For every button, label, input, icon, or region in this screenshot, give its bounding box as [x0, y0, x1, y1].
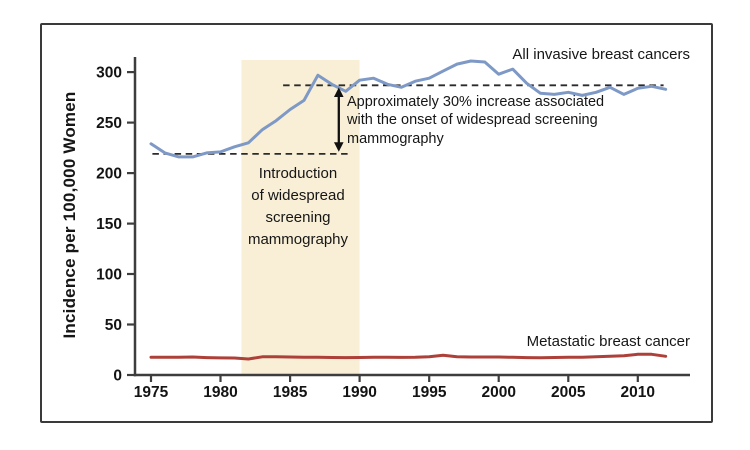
screening-band-label-line-4: mammography: [247, 231, 349, 248]
y-axis-title: Incidence per 100,000 Women: [60, 91, 79, 339]
x-tick-label: 1985: [273, 384, 308, 401]
increase-annotation-line-2: with the onset of widespread screening: [347, 112, 598, 129]
x-tick-label: 2000: [481, 384, 515, 401]
y-tick-label: 300: [96, 65, 122, 82]
y-tick-label: 150: [96, 216, 122, 233]
invasive-cancer-line: [149, 59, 668, 159]
screening-band-label: Introduction of widespread screening mam…: [228, 163, 368, 251]
y-tick-label: 100: [96, 267, 122, 284]
y-tick-label: 50: [105, 317, 122, 334]
y-tick-label: 200: [96, 166, 122, 183]
screening-band-label-line-3: screening: [265, 209, 331, 226]
x-tick-label: 2005: [551, 384, 586, 401]
increase-arrow-head-up: [333, 87, 344, 97]
x-tick-label: 2010: [621, 384, 655, 401]
increase-annotation-line-1: Approximately 30% increase associated: [347, 94, 605, 110]
x-tick-label: 1975: [134, 384, 169, 401]
x-tick-label: 1990: [342, 384, 376, 401]
y-tick-label: 0: [113, 368, 122, 385]
screening-band-label-line-1: Introduction: [258, 165, 338, 182]
y-tick-label: 250: [96, 115, 122, 132]
increase-annotation-line-3: mammography: [347, 130, 444, 147]
increase-annotation: Approximately 30% increase associated wi…: [347, 93, 604, 148]
series-label-metastatic: Metastatic breast cancer: [526, 333, 690, 350]
x-tick-label: 1980: [203, 384, 237, 401]
screening-band-label-line-2: of widespread: [251, 187, 345, 204]
series-label-invasive: All invasive breast cancers: [512, 46, 690, 63]
increase-arrow-head-down: [333, 142, 344, 152]
metastatic-cancer-line: [149, 352, 668, 361]
x-tick-label: 1995: [412, 384, 447, 401]
